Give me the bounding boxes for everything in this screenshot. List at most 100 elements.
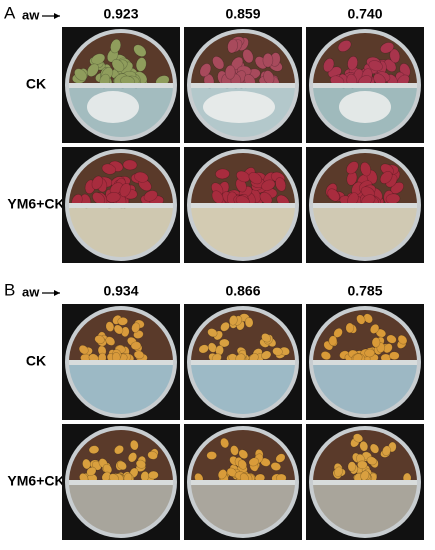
column-label: 0.866 [225,283,260,299]
seed [215,168,230,180]
column-label: 0.923 [103,6,138,22]
seed [261,333,272,343]
dish-photo [184,27,302,143]
seed [143,190,158,202]
seed [364,348,375,358]
seed [134,171,149,183]
dish-divider [191,480,295,485]
seed [122,159,138,171]
dish-photo [62,147,180,263]
dish-photo [306,27,424,143]
dish-photo [184,424,302,540]
seed [230,445,239,456]
dish-medium [313,482,417,534]
seed [238,449,249,460]
mold-colony [339,91,391,123]
seed [275,453,286,463]
row-label: CK [26,353,46,369]
seed [368,60,383,72]
seed [371,337,381,348]
mold-colony [203,91,275,123]
seed [207,328,218,338]
column-label: 0.859 [225,6,260,22]
seed [345,322,355,334]
seed [389,351,400,361]
seed [224,64,236,80]
seed [337,40,352,52]
seed [86,63,99,77]
seed [219,338,230,348]
dish-divider [69,203,173,208]
dish-divider [191,360,295,365]
dish-divider [191,83,295,88]
seed [212,56,225,70]
seed [248,172,263,185]
dish-divider [313,203,417,208]
mold-colony [87,91,139,123]
seed [248,457,259,467]
seed [347,461,357,472]
seed [261,179,276,191]
dish-divider [313,480,417,485]
column-label: 0.934 [103,283,138,299]
seed [334,466,343,477]
seed [363,313,373,324]
dish-medium [313,362,417,414]
seed [116,460,127,471]
seed [147,450,158,460]
seed [242,49,254,64]
dish-divider [191,203,295,208]
seed [74,68,88,82]
row-label: CK [26,76,46,92]
seed [78,344,89,355]
seed [244,317,254,328]
seed [382,445,391,457]
seed [379,171,393,184]
dish-divider [69,480,173,485]
dish-photo [306,424,424,540]
seed [272,347,283,356]
seed [135,459,147,469]
panel-label: B [4,280,15,299]
seed [380,42,395,54]
seed [102,463,113,474]
seed [117,316,128,326]
dish-divider [69,360,173,365]
seed [101,163,117,175]
dish-photo [184,304,302,420]
row-label: YM6+CK [7,473,64,489]
seed [91,175,103,190]
seed [352,433,364,443]
seed [359,440,369,452]
seed [106,192,121,203]
seed [270,462,282,471]
seed [227,38,239,54]
seed [323,58,335,73]
dish-medium [69,482,173,534]
dish-photo [306,304,424,420]
dish-medium [191,205,295,257]
dish-medium [69,205,173,257]
seed [327,188,340,202]
seed [346,161,359,175]
dish-medium [191,362,295,414]
seed [369,323,380,334]
seed [131,322,141,333]
seed [91,53,106,65]
column-label: 0.740 [347,6,382,22]
dish-divider [69,83,173,88]
seed [220,321,230,332]
seed [113,324,124,335]
seed [206,451,217,460]
seed [360,161,372,177]
dish-medium [69,362,173,414]
seed [366,456,377,466]
seed [386,334,397,344]
seed [357,460,368,470]
aw-label: aw [22,7,40,22]
seed [94,335,105,344]
dish-medium [313,205,417,257]
seed [114,445,124,455]
